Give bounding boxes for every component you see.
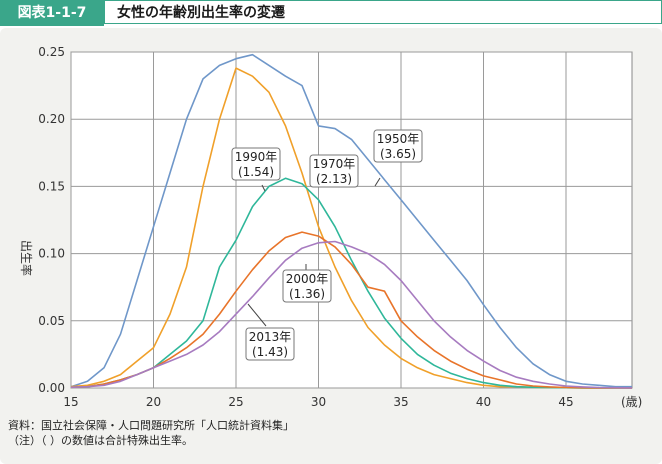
annotation-year: 2013年 xyxy=(249,330,292,344)
annotation-tfr: (1.54) xyxy=(238,165,274,179)
y-tick-label: 0.00 xyxy=(38,381,65,395)
figure-notes: 資料：国立社会保障・人口問題研究所「人口統計資料集」 （注）（ ）の数値は合計特… xyxy=(8,418,294,448)
x-tick-label: 35 xyxy=(393,395,408,409)
plot-area xyxy=(70,51,633,389)
x-tick-labels: 15 20 25 30 35 40 45 xyxy=(63,395,573,409)
x-tick-label: 15 xyxy=(63,395,78,409)
x-tick-label: 30 xyxy=(311,395,326,409)
y-tick-label: 0.05 xyxy=(38,314,65,328)
annotation-tfr: (3.65) xyxy=(380,147,416,161)
annotation-box xyxy=(245,327,295,361)
annotation-leader xyxy=(374,177,381,187)
annotation-leader xyxy=(247,303,267,327)
figure-number: 図表1-1-7 xyxy=(0,0,104,26)
y-tick-label: 0.20 xyxy=(38,112,65,126)
series-line-2 xyxy=(70,177,632,389)
figure-title: 女性の年齢別出生率の変遷 xyxy=(104,0,662,24)
annotation-year: 1990年 xyxy=(235,150,278,164)
annotation-year: 2000年 xyxy=(286,272,329,286)
source-note: 資料：国立社会保障・人口問題研究所「人口統計資料集」 xyxy=(8,419,294,432)
x-tick-label: 40 xyxy=(476,395,491,409)
y-tick-label: 0.25 xyxy=(38,45,65,59)
line-chart: 0.000.050.100.150.200.25 15 20 25 30 35 40 45 … xyxy=(19,45,642,409)
y-tick-labels: 0.00 0.05 0.10 0.15 0.20 0.25 xyxy=(38,45,65,395)
annotation-leader xyxy=(261,184,266,192)
x-tick-label: 25 xyxy=(228,395,243,409)
y-tick-label: 0.10 xyxy=(38,247,65,261)
y-tick-label: 0.15 xyxy=(38,179,65,193)
y-axis-label: 出生率 xyxy=(19,240,34,276)
series-line-3 xyxy=(70,231,632,389)
series-line-4 xyxy=(70,240,633,389)
annotation-box xyxy=(231,147,281,181)
annotation-box xyxy=(309,154,359,188)
figure-header: 図表1-1-7 女性の年齢別出生率の変遷 xyxy=(0,0,662,26)
annotation-tfr: (1.43) xyxy=(252,345,288,359)
footnote: （注）（ ）の数値は合計特殊出生率。 xyxy=(8,434,193,447)
series-annotations: 1950年(3.65)1970年(2.13)1990年(1.54)2000年(1… xyxy=(231,129,423,361)
annotation-tfr: (1.36) xyxy=(289,287,325,301)
annotation-tfr: (2.13) xyxy=(316,172,352,186)
series-lines xyxy=(70,53,633,389)
annotation-box xyxy=(282,269,332,303)
grid-lines xyxy=(70,51,632,389)
x-axis-unit: (歳) xyxy=(621,395,642,409)
annotation-year: 1950年 xyxy=(377,132,420,146)
x-tick-label: 20 xyxy=(146,395,161,409)
x-tick-label: 45 xyxy=(558,395,573,409)
annotation-box xyxy=(373,129,423,163)
series-line-0 xyxy=(70,53,632,388)
annotation-year: 1970年 xyxy=(313,157,356,171)
